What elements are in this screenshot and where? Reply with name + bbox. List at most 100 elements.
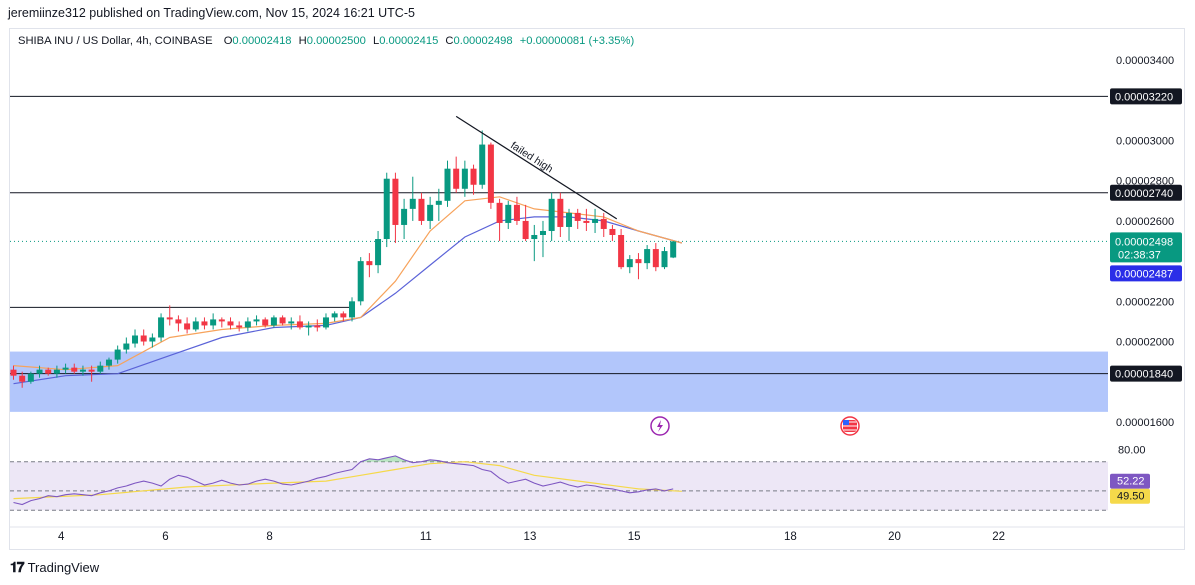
candle[interactable] (253, 315, 260, 326)
candle[interactable] (79, 365, 86, 376)
level-price-tag: 0.00001840 (1110, 365, 1182, 382)
candle[interactable] (566, 208, 573, 242)
candle[interactable] (453, 156, 460, 193)
candle-body (505, 204, 512, 223)
candle[interactable] (513, 196, 520, 225)
candle[interactable] (236, 321, 243, 332)
candle[interactable] (305, 321, 312, 336)
trendline[interactable] (455, 115, 618, 220)
candle[interactable] (375, 230, 382, 274)
candle[interactable] (210, 313, 217, 330)
candle[interactable] (36, 365, 43, 378)
candle[interactable] (427, 196, 434, 229)
candle[interactable] (626, 255, 633, 274)
candle[interactable] (583, 208, 590, 231)
candle[interactable] (296, 315, 303, 330)
candle[interactable] (322, 313, 329, 330)
candle[interactable] (244, 317, 251, 332)
tradingview-brand[interactable]: 𝟏𝟕 TradingView (10, 559, 99, 576)
candle[interactable] (366, 253, 373, 278)
candle[interactable] (175, 315, 182, 332)
candle[interactable] (574, 208, 581, 229)
candle[interactable] (262, 317, 269, 328)
candle-body (71, 367, 78, 372)
candle-body (453, 168, 460, 189)
candle[interactable] (600, 212, 607, 238)
candle[interactable] (97, 361, 104, 374)
candle[interactable] (149, 333, 156, 348)
candle-body (149, 337, 156, 342)
candle[interactable] (227, 317, 234, 330)
candle-body (592, 218, 599, 223)
candle[interactable] (340, 311, 347, 322)
candle[interactable] (652, 243, 659, 272)
legend-high-label: H (298, 35, 307, 47)
candle[interactable] (349, 297, 356, 322)
candle[interactable] (505, 200, 512, 229)
candle[interactable] (557, 192, 564, 238)
candle[interactable] (19, 371, 26, 388)
candle[interactable] (531, 224, 538, 262)
legend-open-label: O (223, 35, 233, 47)
candle[interactable] (10, 365, 17, 380)
candle[interactable] (105, 357, 112, 370)
candle[interactable] (401, 198, 408, 240)
candle-body (513, 204, 520, 221)
candle[interactable] (487, 142, 494, 209)
candle[interactable] (132, 329, 139, 348)
candle[interactable] (418, 192, 425, 225)
us-flag-event-icon[interactable] (840, 416, 860, 436)
ma-price-tag: 0.00002487 (1110, 265, 1182, 282)
candle[interactable] (123, 337, 130, 354)
candle-body (305, 325, 312, 328)
candle-body (262, 319, 269, 326)
candle-body (670, 241, 677, 258)
candle-body (123, 343, 130, 350)
candle[interactable] (192, 317, 199, 332)
candle[interactable] (444, 160, 451, 207)
candle[interactable] (45, 367, 52, 376)
candle[interactable] (331, 311, 338, 322)
candle[interactable] (184, 317, 191, 334)
candle[interactable] (114, 345, 121, 364)
candle[interactable] (288, 317, 295, 330)
candle[interactable] (592, 208, 599, 233)
candle[interactable] (279, 315, 286, 326)
candle[interactable] (392, 172, 399, 244)
candle[interactable] (62, 363, 69, 374)
candle[interactable] (409, 176, 416, 221)
candle[interactable] (670, 241, 677, 259)
candle[interactable] (618, 228, 625, 270)
candle[interactable] (461, 160, 468, 197)
candle[interactable] (53, 365, 60, 378)
rsi-ma-tag: 49.50 (1110, 488, 1150, 504)
candle[interactable] (270, 315, 277, 328)
candle[interactable] (479, 130, 486, 189)
candle[interactable] (496, 198, 503, 242)
y-tick-label: 0.00002000 (1116, 337, 1174, 349)
candle[interactable] (314, 319, 321, 332)
candle[interactable] (27, 371, 34, 384)
rsi-ma-line (13, 461, 682, 500)
candle[interactable] (140, 329, 147, 346)
candle[interactable] (71, 363, 78, 374)
lightning-event-icon[interactable] (650, 416, 670, 436)
candle[interactable] (470, 164, 477, 195)
candle[interactable] (201, 317, 208, 330)
candle[interactable] (88, 365, 95, 382)
candle[interactable] (609, 224, 616, 242)
candle[interactable] (383, 172, 390, 248)
candle[interactable] (635, 253, 642, 280)
y-tick-label: 0.00002200 (1116, 296, 1174, 308)
candle[interactable] (661, 247, 668, 270)
candle[interactable] (522, 204, 529, 242)
candle[interactable] (548, 192, 555, 242)
candle[interactable] (539, 220, 546, 258)
candle[interactable] (166, 305, 173, 326)
candle[interactable] (158, 313, 165, 342)
candle[interactable] (644, 245, 651, 270)
candle[interactable] (218, 317, 225, 328)
candle[interactable] (435, 188, 442, 221)
candle[interactable] (357, 257, 364, 306)
